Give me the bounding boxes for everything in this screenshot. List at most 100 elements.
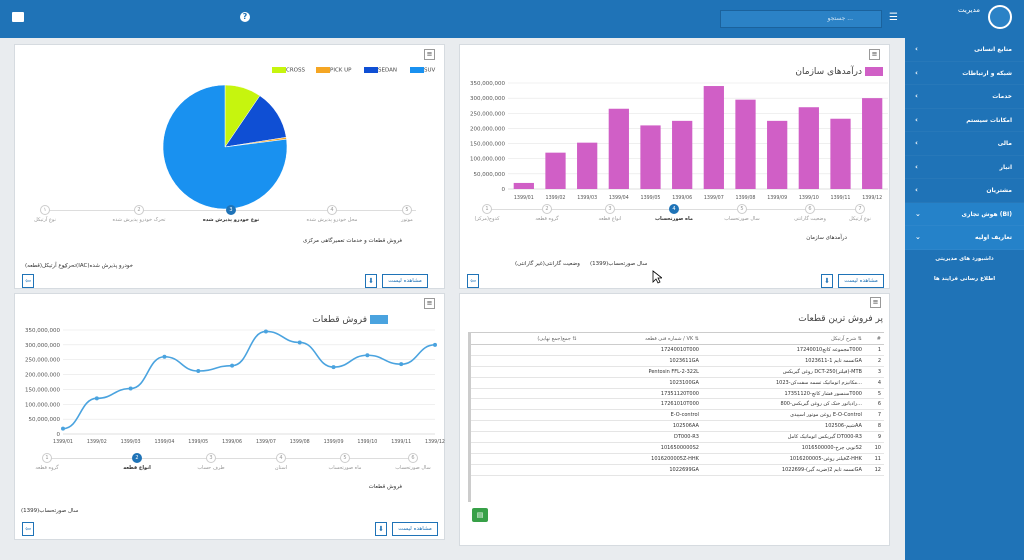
download-icon[interactable]: ⬇ <box>365 274 377 288</box>
bar-2[interactable] <box>545 152 566 189</box>
pie-legend-item[interactable]: CROSS <box>269 67 305 74</box>
bar-1[interactable] <box>513 182 534 189</box>
drill-step[interactable]: 5 سال صورتحساب <box>707 204 777 222</box>
hamburger-menu-icon[interactable]: ☰ <box>889 12 898 23</box>
table-row[interactable]: 17351120T000 سنسور فشار کاتچ-17351120T000… <box>471 388 884 400</box>
step-label: سال صورتحساب <box>724 216 760 222</box>
table-column-header[interactable]: جمع(جمع نهایی) ⇅ <box>471 332 580 345</box>
line-point-11[interactable] <box>399 362 404 367</box>
chart-menu-icon[interactable]: ≡ <box>869 49 880 60</box>
drill-step[interactable]: 5 ماه صورتحساب <box>310 453 380 471</box>
table-column-header[interactable]: شماره فنی قطعه / VK ⇅ <box>579 332 702 345</box>
bar-12[interactable] <box>862 98 883 189</box>
drill-step[interactable]: 3 طرف حساب <box>176 453 246 471</box>
chart-menu-icon[interactable]: ≡ <box>424 49 435 60</box>
table-menu-icon[interactable]: ≡ <box>870 297 881 308</box>
table-cell: 1016200005Z-HHK <box>579 453 702 465</box>
table-row[interactable]: 1023611GA تسمه تایم 1-1023611GA 2 <box>471 355 884 367</box>
drill-step[interactable]: 1 گروه قطعه <box>12 453 82 471</box>
bar-4[interactable] <box>608 108 629 189</box>
table-row[interactable]: DT000-R3 گیربکس اتوماتیک کامل DT000-R3 9 <box>471 431 884 444</box>
line-point-2[interactable] <box>94 396 99 401</box>
table-row[interactable]: Pentosin FFL-2-322L روغن گیربکس DCT-250(ف… <box>471 366 884 378</box>
drill-step[interactable]: 4 ماه صورتحساب <box>639 204 709 222</box>
sidebar-item-7[interactable]: ⌄ هوش تجاری (BI) <box>905 202 1024 226</box>
line-point-10[interactable] <box>365 353 370 358</box>
drill-step[interactable]: 4 محل خودرو پذیرش شده <box>297 205 367 223</box>
drill-step[interactable]: 3 نوع خودرو پذیرش شده <box>196 205 266 223</box>
table-row[interactable]: 1023100GA مکانیزم اتوماتیک تسمه سفت‌کن-10… <box>471 377 884 389</box>
drill-step[interactable]: 7 نوع آرتیکل <box>825 204 895 222</box>
user-name[interactable]: مدیریت <box>958 6 981 14</box>
bar-11[interactable] <box>830 118 851 189</box>
sidebar-item-2[interactable]: ‹ خدمات <box>905 85 1024 109</box>
avatar[interactable] <box>988 5 1012 29</box>
line-point-9[interactable] <box>331 365 336 370</box>
drill-step[interactable]: 6 وضعیت گارانتی <box>775 204 845 222</box>
sidebar-item-6[interactable]: ‹ مشتریان <box>905 179 1024 203</box>
chart-menu-icon[interactable]: ≡ <box>424 298 435 309</box>
bar-10[interactable] <box>798 107 819 189</box>
drill-step[interactable]: 2 تحرک خودرو پذیرش شده <box>104 205 174 223</box>
table-row[interactable]: 17240010T000 مجموعه کاتچ17240010T000 1 <box>471 344 884 356</box>
line-point-7[interactable] <box>263 329 268 334</box>
sidebar-item-0[interactable]: ‹ منابع انسانی <box>905 38 1024 62</box>
bar-7[interactable] <box>703 86 724 189</box>
help-icon[interactable]: ? <box>240 12 250 22</box>
sidebar-item-8[interactable]: ⌄ تعاریف اولیه <box>905 226 1024 250</box>
pie-legend-item[interactable]: SUV <box>407 67 435 74</box>
bar-9[interactable] <box>767 120 788 189</box>
download-icon[interactable]: ⬇ <box>821 274 833 288</box>
line-point-1[interactable] <box>61 426 65 431</box>
line-point-12[interactable] <box>433 342 437 347</box>
drill-step[interactable]: 6 سال صورتحساب <box>378 453 448 471</box>
view-list-button[interactable]: مشاهده لیست <box>382 274 428 288</box>
back-icon[interactable]: ⇦ <box>467 274 479 288</box>
view-list-button[interactable]: مشاهده لیست <box>392 522 438 536</box>
drill-step[interactable]: 5 موتور <box>372 205 442 223</box>
pie-legend-item[interactable]: SEDAN <box>361 67 397 74</box>
drill-step[interactable]: 2 گروه قطعه <box>512 204 582 222</box>
drill-step[interactable]: 2 انواع قطعه <box>102 453 172 471</box>
excel-export-icon[interactable]: ▤ <box>472 508 488 522</box>
line-point-8[interactable] <box>297 340 302 345</box>
table-row[interactable]: 102506AA شیم-102506AA 8 <box>471 420 884 433</box>
sidebar-subitem-0[interactable]: داشبورد های مدیریتی <box>935 255 994 262</box>
download-icon[interactable]: ⬇ <box>375 522 387 536</box>
bar-6[interactable] <box>672 120 693 189</box>
back-icon[interactable]: ⇦ <box>22 522 34 536</box>
parts-table-container[interactable]: جمع(جمع نهایی) ⇅ شماره فنی قطعه / VK ⇅ شرح… <box>468 332 884 502</box>
envelope-icon[interactable] <box>12 12 24 22</box>
search-input[interactable]: جستجو ... <box>720 10 882 28</box>
line-point-3[interactable] <box>128 386 133 391</box>
sidebar-item-3[interactable]: ‹ امکانات سیستم <box>905 109 1024 132</box>
bar-5[interactable] <box>640 125 661 189</box>
drill-step[interactable]: 3 انواع قطعه <box>575 204 645 222</box>
drill-step[interactable]: ۱ نوع آرتیکل <box>10 205 80 223</box>
table-row[interactable]: 1016500000S2 توپی چرخ-1016500000S2 10 <box>471 442 884 454</box>
step-label: گروه قطعه <box>35 465 59 471</box>
pie-legend-item[interactable]: PICK UP <box>313 67 351 74</box>
back-icon[interactable]: ⇦ <box>22 274 34 288</box>
table-cell: 11 <box>864 453 884 465</box>
table-row[interactable]: E-O-control روغن موتور اسپیدی E-O-Control… <box>471 409 884 422</box>
drill-step[interactable]: 1 کدوج(مرکز) <box>452 204 522 222</box>
drill-step[interactable]: 4 استان <box>246 453 316 471</box>
table-row[interactable]: 1016200005Z-HHK فیلتر روغن-1016200005Z-HH… <box>471 453 884 465</box>
bar-3[interactable] <box>577 142 598 189</box>
line-point-5[interactable] <box>196 369 201 374</box>
sidebar-subitem-1[interactable]: اطلاع رسانی فرایند ها <box>933 275 996 282</box>
table-row[interactable]: 1022699GA تسمه تایم 2(ضربه گیر)-1022699GA… <box>471 464 884 476</box>
line-point-6[interactable] <box>230 363 235 368</box>
sidebar-item-4[interactable]: ‹ مالی <box>905 132 1024 156</box>
table-cell: 1023100GA <box>579 377 702 389</box>
pie-slice-suv[interactable] <box>162 84 288 210</box>
table-column-header[interactable]: # <box>864 332 884 345</box>
table-row[interactable]: 17261010T000 رادیاتور خنک کن روغن گیربکس-… <box>471 398 884 411</box>
table-column-header[interactable]: شرح آرتیکل ⇅ <box>701 332 865 345</box>
sidebar-item-5[interactable]: ‹ انبار <box>905 156 1024 179</box>
line-point-4[interactable] <box>162 354 167 359</box>
bar-8[interactable] <box>735 99 756 189</box>
sidebar-item-1[interactable]: ‹ شبکه و ارتباطات <box>905 62 1024 85</box>
view-list-button[interactable]: مشاهده لیست <box>838 274 884 288</box>
